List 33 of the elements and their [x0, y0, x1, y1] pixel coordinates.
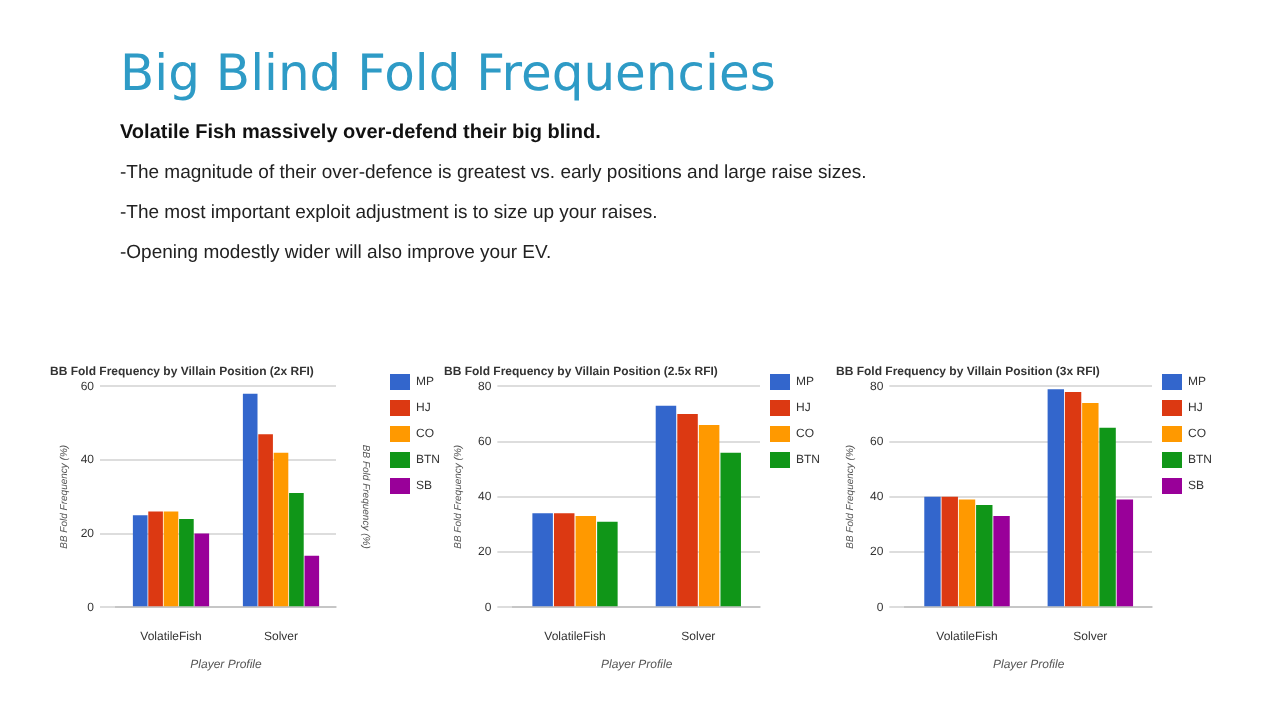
- bar: [1047, 389, 1065, 607]
- bar: [677, 414, 698, 607]
- bar: [993, 516, 1010, 607]
- bar: [924, 496, 941, 607]
- text: Big Blind Fold Frequencies: [120, 44, 778, 102]
- bar: [1064, 391, 1082, 607]
- bar: [597, 521, 618, 607]
- bar: [575, 516, 597, 607]
- bar: [179, 518, 194, 607]
- bar: [1116, 499, 1134, 607]
- bar: [273, 452, 289, 607]
- text: Volatile Fish massively over-defend their big blind.: [120, 122, 603, 144]
- bar: [976, 505, 993, 607]
- bar: [1099, 427, 1116, 607]
- bar: [958, 499, 976, 607]
- bar: [148, 511, 163, 607]
- bar: [304, 555, 320, 607]
- bar: [258, 434, 273, 607]
- bar: [194, 533, 210, 607]
- bar: [553, 513, 575, 607]
- text: -Opening modestly wider will also improve your EV.: [120, 242, 554, 264]
- bar: [532, 513, 553, 607]
- bar: [655, 405, 677, 607]
- bar: [720, 452, 741, 607]
- bar: [289, 493, 304, 607]
- bar: [242, 393, 258, 607]
- bar: [698, 425, 720, 607]
- text: -The most important exploit adjustment is to size up your raises.: [120, 202, 660, 224]
- bar: [132, 515, 148, 607]
- bar: [1082, 402, 1099, 607]
- bar: [941, 496, 958, 607]
- text: -The magnitude of their over-defence is greatest vs. early positions and large raise sizes.: [120, 162, 869, 184]
- bar: [163, 511, 179, 607]
